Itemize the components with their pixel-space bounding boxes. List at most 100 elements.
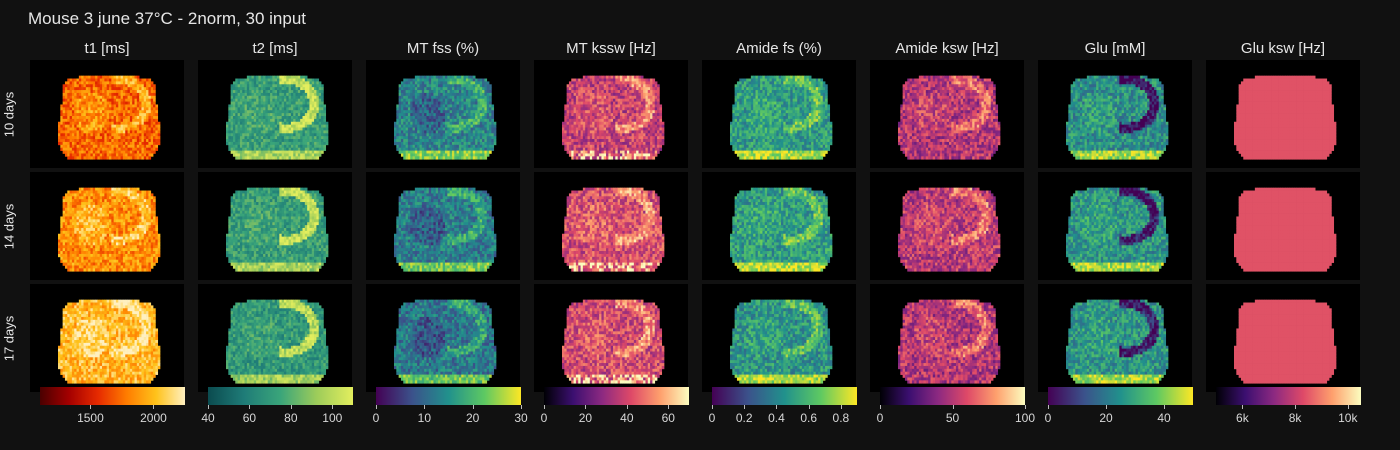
- colorbar-tick-label: 0: [709, 411, 716, 425]
- heatmap-panel: [702, 60, 856, 168]
- heatmap-panel: [1038, 60, 1192, 168]
- colorbar-tick-label: 60: [662, 411, 675, 425]
- colorbar: [880, 387, 1025, 405]
- colorbar-tick-label: 40: [201, 411, 214, 425]
- colorbar-tick-label: 6k: [1236, 411, 1249, 425]
- colorbar-tick-label: 10k: [1338, 411, 1357, 425]
- colorbar-tick-label: 0: [1045, 411, 1052, 425]
- colorbar-tick-mark: [424, 405, 426, 409]
- column-title: Amide ksw [Hz]: [870, 40, 1024, 57]
- heatmap-image: [898, 75, 1001, 160]
- heatmap-panel: [1038, 172, 1192, 280]
- colorbar: [208, 387, 353, 405]
- colorbar-tick-mark: [332, 405, 334, 409]
- colorbar-tick-mark: [1242, 405, 1244, 409]
- colorbar-tick-label: 1500: [77, 411, 104, 425]
- heatmap-panel: [1206, 284, 1360, 392]
- column-title: t2 [ms]: [198, 40, 352, 57]
- heatmap-panel: [534, 172, 688, 280]
- colorbar-tick-mark: [153, 405, 155, 409]
- colorbar-tick-label: 0: [541, 411, 548, 425]
- heatmap-panel: [30, 284, 184, 392]
- heatmap-panel: [870, 60, 1024, 168]
- colorbar-tick-mark: [952, 405, 954, 409]
- colorbar: [544, 387, 689, 405]
- heatmap-panel: [702, 284, 856, 392]
- heatmap-panel: [198, 60, 352, 168]
- colorbar-tick-label: 0.4: [768, 411, 785, 425]
- colorbar: [1216, 387, 1361, 405]
- heatmap-image: [1234, 187, 1337, 272]
- heatmap-panel: [30, 172, 184, 280]
- column-title: Glu ksw [Hz]: [1206, 40, 1360, 57]
- column-title: Amide fs (%): [702, 40, 856, 57]
- colorbar-tick-label: 20: [579, 411, 592, 425]
- heatmap-panel: [1206, 172, 1360, 280]
- heatmap-image: [898, 187, 1001, 272]
- colorbar-tick-mark: [880, 405, 881, 409]
- heatmap-image: [1066, 75, 1169, 160]
- heatmap-panel: [1206, 60, 1360, 168]
- heatmap-image: [1234, 75, 1337, 160]
- row-label: 10 days: [0, 60, 18, 168]
- heatmap-image: [1066, 299, 1169, 384]
- colorbar-tick-mark: [1347, 405, 1349, 409]
- colorbar-tick-mark: [249, 405, 251, 409]
- heatmap-panel: [534, 284, 688, 392]
- colorbar-tick-label: 0.6: [800, 411, 817, 425]
- colorbar-tick-mark: [544, 405, 545, 409]
- heatmap-image: [1234, 299, 1337, 384]
- colorbar-tick-mark: [290, 405, 292, 409]
- colorbar-tick-label: 40: [620, 411, 633, 425]
- colorbar-tick-mark: [1106, 405, 1107, 409]
- colorbar: [40, 387, 185, 405]
- heatmap-image: [730, 299, 833, 384]
- figure-title: Mouse 3 june 37°C - 2norm, 30 input: [28, 9, 306, 29]
- colorbar-tick-label: 20: [466, 411, 479, 425]
- colorbar-tick-mark: [668, 405, 670, 409]
- heatmap-image: [562, 187, 665, 272]
- heatmap-image: [226, 75, 329, 160]
- column-title: Glu [mM]: [1038, 40, 1192, 57]
- colorbar-tick-label: 100: [1015, 411, 1035, 425]
- heatmap-panel: [870, 172, 1024, 280]
- colorbar-tick-label: 100: [322, 411, 342, 425]
- colorbar-tick-label: 0.8: [833, 411, 850, 425]
- colorbar-tick-mark: [521, 405, 522, 409]
- colorbar-tick-label: 2000: [140, 411, 167, 425]
- colorbar-tick-mark: [1164, 405, 1165, 409]
- heatmap-panel: [366, 172, 520, 280]
- heatmap-image: [898, 299, 1001, 384]
- colorbar-tick-mark: [626, 405, 628, 409]
- column-title: t1 [ms]: [30, 40, 184, 57]
- heatmap-image: [394, 299, 497, 384]
- heatmap-image: [562, 75, 665, 160]
- column-title: MT fss (%): [366, 40, 520, 57]
- colorbar-tick-label: 30: [514, 411, 527, 425]
- heatmap-image: [226, 187, 329, 272]
- heatmap-panel: [870, 284, 1024, 392]
- colorbar-tick-mark: [585, 405, 587, 409]
- heatmap-image: [58, 187, 161, 272]
- colorbar: [1048, 387, 1193, 405]
- heatmap-image: [394, 187, 497, 272]
- heatmap-panel: [1038, 284, 1192, 392]
- heatmap-image: [58, 75, 161, 160]
- heatmap-image: [562, 299, 665, 384]
- heatmap-panel: [534, 60, 688, 168]
- heatmap-panel: [702, 172, 856, 280]
- colorbar-tick-mark: [1025, 405, 1026, 409]
- row-label: 17 days: [0, 284, 18, 392]
- heatmap-image: [730, 187, 833, 272]
- colorbar-tick-mark: [1295, 405, 1297, 409]
- colorbar-tick-label: 20: [1099, 411, 1112, 425]
- colorbar-tick-label: 0: [373, 411, 380, 425]
- colorbar-tick-mark: [376, 405, 377, 409]
- heatmap-image: [226, 299, 329, 384]
- heatmap-image: [1066, 187, 1169, 272]
- column-title: MT kssw [Hz]: [534, 40, 688, 57]
- heatmap-panel: [198, 284, 352, 392]
- colorbar: [712, 387, 857, 405]
- colorbar-tick-mark: [776, 405, 778, 409]
- colorbar-tick-label: 0.2: [736, 411, 753, 425]
